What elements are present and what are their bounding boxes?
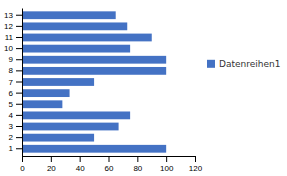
- bar: [22, 134, 94, 142]
- tick-mark: [16, 148, 22, 149]
- legend: Datenreihen1: [207, 59, 280, 69]
- tick-label: 9: [9, 55, 14, 64]
- tick-mark: [16, 15, 22, 16]
- tick: 40: [76, 156, 85, 173]
- tick: 0: [20, 156, 25, 173]
- bar: [22, 11, 116, 19]
- tick: 1: [9, 144, 22, 153]
- tick: 4: [9, 111, 22, 120]
- tick-mark: [16, 26, 22, 27]
- tick-label: 6: [9, 89, 14, 98]
- tick-label: 80: [133, 164, 142, 173]
- tick-mark: [16, 48, 22, 49]
- tick: 5: [9, 100, 22, 109]
- tick: 100: [160, 156, 174, 173]
- tick-mark: [22, 156, 23, 162]
- tick: 20: [47, 156, 56, 173]
- tick-label: 4: [9, 111, 14, 120]
- bar: [22, 100, 62, 108]
- legend-label: Datenreihen1: [219, 59, 280, 69]
- tick-mark: [16, 37, 22, 38]
- chart: 02040608010012012345678910111213Datenrei…: [0, 0, 287, 176]
- bar: [22, 123, 119, 131]
- tick-mark: [137, 156, 138, 162]
- tick-label: 2: [9, 133, 14, 142]
- tick: 2: [9, 133, 22, 142]
- tick-mark: [16, 137, 22, 138]
- tick: 60: [105, 156, 114, 173]
- bar: [22, 145, 166, 153]
- tick-label: 12: [4, 22, 13, 31]
- bar: [22, 67, 166, 75]
- tick-label: 1: [9, 144, 14, 153]
- tick-mark: [195, 156, 196, 162]
- tick-label: 8: [9, 66, 14, 75]
- tick-mark: [80, 156, 81, 162]
- axis-line: [22, 9, 23, 157]
- tick: 80: [133, 156, 142, 173]
- legend-item: Datenreihen1: [207, 59, 280, 69]
- bar: [22, 56, 166, 64]
- tick: 6: [9, 89, 22, 98]
- tick-label: 11: [5, 33, 14, 42]
- tick-label: 20: [47, 164, 56, 173]
- bar: [22, 34, 152, 42]
- bar: [22, 111, 130, 119]
- tick-label: 60: [105, 164, 114, 173]
- tick-mark: [16, 70, 22, 71]
- tick-mark: [16, 82, 22, 83]
- tick-label: 120: [189, 164, 203, 173]
- tick: 9: [9, 55, 22, 64]
- tick-mark: [16, 104, 22, 105]
- tick-label: 40: [76, 164, 85, 173]
- tick: 8: [9, 66, 22, 75]
- bar: [22, 89, 70, 97]
- tick-label: 7: [9, 78, 14, 87]
- tick-label: 0: [20, 164, 25, 173]
- bars: [22, 11, 166, 152]
- tick: 13: [4, 11, 22, 20]
- bar: [22, 22, 127, 30]
- tick: 3: [9, 122, 22, 131]
- tick-mark: [166, 156, 167, 162]
- tick: 10: [4, 44, 22, 53]
- y-axis: 12345678910111213: [4, 9, 22, 157]
- tick-mark: [109, 156, 110, 162]
- tick-mark: [51, 156, 52, 162]
- x-axis: 0 20 40 60 80 100 120: [20, 156, 202, 173]
- tick-mark: [16, 59, 22, 60]
- tick-mark: [16, 126, 22, 127]
- bar: [22, 45, 130, 53]
- tick-label: 100: [160, 164, 174, 173]
- plot: 02040608010012012345678910111213: [4, 9, 203, 173]
- tick: 12: [4, 22, 22, 31]
- tick-label: 13: [4, 11, 13, 20]
- tick-mark: [16, 115, 22, 116]
- tick-label: 10: [4, 44, 13, 53]
- legend-swatch: [207, 60, 215, 68]
- tick: 7: [9, 78, 22, 87]
- tick: 120: [189, 156, 203, 173]
- tick-mark: [16, 93, 22, 94]
- bar: [22, 78, 94, 86]
- tick: 11: [5, 33, 22, 42]
- tick-label: 5: [9, 100, 14, 109]
- tick-label: 3: [9, 122, 14, 131]
